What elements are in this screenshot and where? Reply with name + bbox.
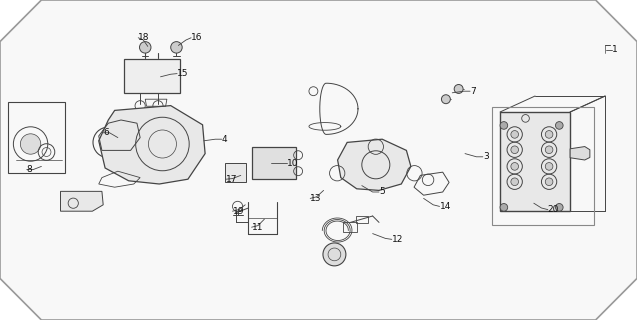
Circle shape xyxy=(454,84,463,93)
Circle shape xyxy=(511,178,519,186)
Circle shape xyxy=(511,163,519,170)
Text: 18: 18 xyxy=(138,33,150,42)
Bar xyxy=(343,222,357,232)
Circle shape xyxy=(511,146,519,154)
Text: 6: 6 xyxy=(103,128,109,137)
Polygon shape xyxy=(61,191,103,211)
Text: 8: 8 xyxy=(27,165,32,174)
Circle shape xyxy=(545,163,553,170)
Text: 20: 20 xyxy=(548,205,559,214)
Circle shape xyxy=(555,122,563,129)
Circle shape xyxy=(323,243,346,266)
Circle shape xyxy=(500,204,508,211)
Bar xyxy=(492,107,594,225)
Bar xyxy=(500,112,570,211)
Polygon shape xyxy=(570,147,590,160)
Text: 4: 4 xyxy=(222,135,227,144)
Text: 19: 19 xyxy=(233,207,244,216)
Text: 7: 7 xyxy=(470,87,476,96)
Circle shape xyxy=(545,131,553,138)
Text: 5: 5 xyxy=(379,188,385,196)
Circle shape xyxy=(171,42,182,53)
Text: 13: 13 xyxy=(310,194,322,203)
Text: 17: 17 xyxy=(226,175,238,184)
Text: 12: 12 xyxy=(392,235,403,244)
Polygon shape xyxy=(338,139,411,190)
Text: 15: 15 xyxy=(177,69,189,78)
Circle shape xyxy=(441,95,450,104)
Circle shape xyxy=(555,204,563,211)
Circle shape xyxy=(511,131,519,138)
Circle shape xyxy=(545,146,553,154)
Polygon shape xyxy=(99,106,205,184)
Bar xyxy=(225,163,246,182)
Circle shape xyxy=(545,178,553,186)
Text: 10: 10 xyxy=(287,159,298,168)
Text: 1: 1 xyxy=(612,45,617,54)
Text: 16: 16 xyxy=(191,33,203,42)
Bar xyxy=(124,60,180,93)
Circle shape xyxy=(20,134,41,154)
Text: 3: 3 xyxy=(483,152,489,161)
Circle shape xyxy=(500,122,508,129)
Circle shape xyxy=(140,42,151,53)
Bar xyxy=(252,147,296,179)
Text: 11: 11 xyxy=(252,223,263,232)
Bar xyxy=(8,102,65,173)
Bar xyxy=(356,216,368,223)
Text: 14: 14 xyxy=(440,202,451,211)
